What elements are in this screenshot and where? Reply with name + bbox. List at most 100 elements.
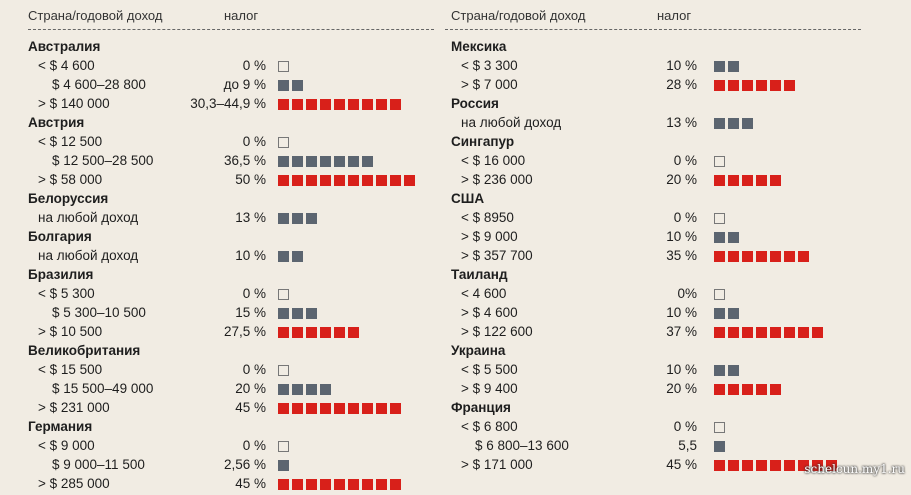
tax-rate: 0 % [242,134,266,149]
table-row: < $ 3 300 10 % [451,58,881,77]
country-name: Великобритания [28,343,141,358]
table-row: > $ 122 600 37 % [451,324,881,343]
red-square [390,403,401,414]
table-row: < $ 8950 0 % [451,210,881,229]
country-name: Украина [451,343,506,358]
tax-bar [278,80,306,92]
red-square [306,327,317,338]
tax-rate: 45 % [235,400,266,415]
red-square [798,460,809,471]
income-bracket: > $ 10 500 [38,324,103,339]
country-name: Белоруссия [28,191,109,206]
gray-square [714,365,725,376]
gray-square [728,308,739,319]
red-square [756,460,767,471]
red-square [756,327,767,338]
tax-rate: 13 % [666,115,697,130]
income-bracket: < $ 8950 [461,210,514,225]
red-square [320,403,331,414]
red-square [278,327,289,338]
header-divider [445,29,861,30]
gray-square [728,232,739,243]
red-square [784,327,795,338]
watermark: schelcun.my1.ru [804,462,905,476]
red-square [390,99,401,110]
tax-rate: 0 % [242,438,266,453]
gray-square [728,61,739,72]
gray-square [292,156,303,167]
red-square [362,99,373,110]
table-row: > $ 10 500 27,5 % [28,324,438,343]
table-row: $ 6 800–13 600 5,5 [451,438,881,457]
tax-rate: 20 % [666,381,697,396]
income-bracket: < $ 3 300 [461,58,518,73]
red-square [728,384,739,395]
red-square [826,460,837,471]
tax-bar [714,327,826,339]
red-square [714,251,725,262]
tax-rate: 0% [677,286,697,301]
empty-square [278,365,289,376]
red-square [784,80,795,91]
gray-square [714,232,725,243]
gray-square [306,156,317,167]
red-square [728,251,739,262]
tax-rate: 36,5 % [223,153,266,168]
gray-square [292,308,303,319]
red-square [798,327,809,338]
red-square [714,175,725,186]
tax-bar [714,118,756,130]
tax-bar [278,289,292,301]
income-bracket: > $ 9 000 [461,229,518,244]
header-divider [28,29,434,30]
red-square [798,251,809,262]
tax-rate: 20 % [666,172,697,187]
country-name: Мексика [451,39,507,54]
red-square [390,175,401,186]
table-row: < $ 9 000 0 % [28,438,438,457]
red-square [278,99,289,110]
table-row: > $ 9 000 10 % [451,229,881,248]
tax-bar [714,460,840,472]
tax-bar [714,251,812,263]
income-bracket: $ 6 800–13 600 [475,438,569,453]
table-row: < $ 12 500 0 % [28,134,438,153]
table-row: > $ 4 600 10 % [451,305,881,324]
table-row: $ 5 300–10 500 15 % [28,305,438,324]
gray-square [292,251,303,262]
table-row: $ 9 000–11 500 2,56 % [28,457,438,476]
red-square [770,80,781,91]
empty-square [714,156,725,167]
tax-bar [714,289,728,301]
header-income: Страна/годовой доход [451,8,586,23]
tax-rate: 0 % [673,210,697,225]
tax-rate: 10 % [666,229,697,244]
tax-rate: 30,3–44,9 % [190,96,266,111]
country-name: США [451,191,485,206]
tax-rate: 20 % [235,381,266,396]
red-square [742,384,753,395]
gray-square [728,365,739,376]
gray-square [714,118,725,129]
income-bracket: на любой доход [38,248,139,263]
income-bracket: < $ 5 500 [461,362,518,377]
gray-square [306,308,317,319]
table-row: < $ 6 800 0 % [451,419,881,438]
income-bracket: < 4 600 [461,286,507,301]
income-bracket: $ 5 300–10 500 [52,305,146,320]
empty-square [714,289,725,300]
empty-square [714,422,725,433]
gray-square [306,384,317,395]
gray-square [278,213,289,224]
gray-square [320,156,331,167]
tax-bar [278,460,292,472]
red-square [376,175,387,186]
gray-square [348,156,359,167]
tax-rate: 10 % [666,58,697,73]
gray-square [306,213,317,224]
tax-rate: 0 % [242,58,266,73]
tax-bar [278,384,334,396]
red-square [334,99,345,110]
gray-square [728,118,739,129]
red-square [320,175,331,186]
